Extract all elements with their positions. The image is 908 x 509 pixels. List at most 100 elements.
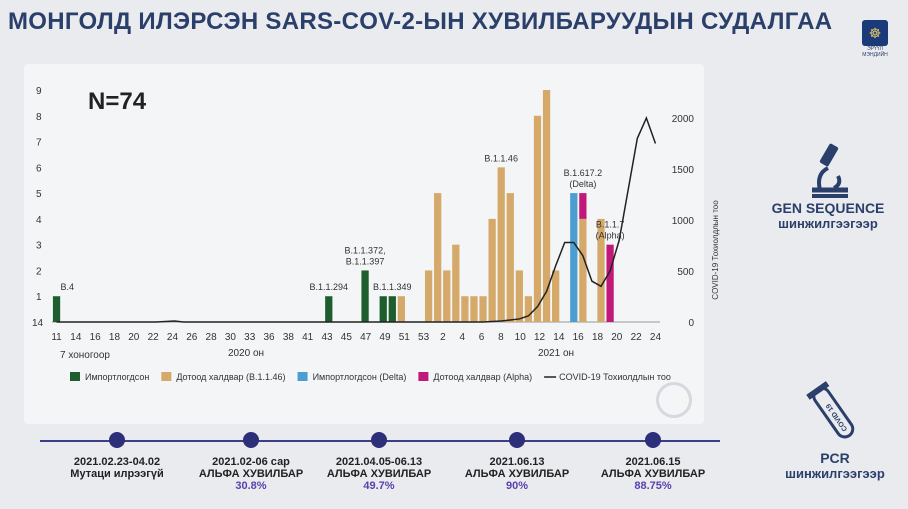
- bar: [497, 167, 505, 322]
- y-tick-label: 8: [36, 112, 42, 123]
- bar-annotation: (Alpha): [596, 231, 625, 241]
- timeline-item: 2021.06.15 АЛЬФА ХУВИЛБАР 88.75%: [588, 432, 718, 492]
- timeline-pct: 88.75%: [634, 480, 672, 492]
- pcr-sub: шинжилгээгээр: [785, 466, 885, 481]
- timeline-pct: 90%: [505, 480, 529, 492]
- y2-axis-label: COVID-19 Тохиолдлын тоо: [711, 200, 720, 300]
- gen-sequence-title: GEN SEQUENCE: [771, 200, 885, 216]
- bar: [479, 296, 487, 322]
- y-tick-label: 2: [36, 266, 42, 277]
- legend-label: Импортлогдсон: [85, 372, 149, 382]
- y-tick-label: 1: [36, 292, 42, 303]
- bar-annotation: B.1.1.372,: [345, 245, 386, 255]
- bar-annotation: B.4: [61, 282, 75, 292]
- y-tick-label: 3: [36, 241, 42, 252]
- y2-tick-label: 0: [688, 318, 694, 329]
- x-tick-label: 16: [90, 332, 102, 343]
- gen-sequence-block: GEN SEQUENCE шинжилгээгээр: [758, 140, 898, 231]
- bar-annotation: B.1.1.349: [373, 282, 412, 292]
- timeline-item: 2021.02.23-04.02 Мутаци илрээгүй: [52, 432, 182, 480]
- y-tick-label: 9: [36, 86, 42, 97]
- test-tube-icon: COVID 19: [806, 381, 855, 439]
- y2-tick-label: 500: [677, 267, 694, 278]
- bar-annotation: B.1.1.46: [484, 153, 518, 163]
- x-tick-label: 4: [459, 332, 465, 343]
- bar: [470, 296, 478, 322]
- pcr-title: PCR: [820, 450, 850, 466]
- y-base-label: 14: [32, 318, 44, 329]
- bar: [515, 270, 523, 322]
- timeline-dot: [371, 432, 387, 448]
- x-tick-label: 12: [534, 332, 546, 343]
- timeline-item: 2021.02-06 сар АЛЬФА ХУВИЛБАР 30.8%: [186, 432, 316, 492]
- x-axis-label: 7 хоногоор: [60, 350, 110, 361]
- timeline-date: 2021.06.15: [625, 456, 681, 468]
- timeline-date: 2021.06.13: [489, 456, 545, 468]
- timeline-date: 2021.02-06 сар: [212, 456, 290, 468]
- x-tick-label: 18: [109, 332, 121, 343]
- bar: [524, 296, 533, 322]
- x-tick-label: 10: [515, 332, 527, 343]
- bar: [606, 244, 614, 322]
- x-tick-label: 14: [553, 332, 565, 343]
- x-tick-label: 51: [399, 332, 411, 343]
- x-tick-label: 41: [302, 332, 314, 343]
- timeline-desc: АЛЬФА ХУВИЛБАР: [326, 468, 432, 480]
- x-tick-label: 43: [321, 332, 333, 343]
- x-tick-label: 28: [206, 332, 218, 343]
- bar: [579, 193, 587, 219]
- x-tick-label: 53: [418, 332, 430, 343]
- x-tick-label: 24: [167, 332, 179, 343]
- y-tick-label: 5: [36, 189, 42, 200]
- x-tick-label: 20: [128, 332, 140, 343]
- bar: [506, 193, 514, 322]
- x-tick-label: 49: [379, 332, 391, 343]
- bar: [452, 244, 460, 322]
- period-label: 2020 он: [228, 348, 264, 359]
- period-label: 2021 он: [538, 348, 574, 359]
- bar-annotation: B.1.1.7: [596, 220, 625, 230]
- legend-swatch: [70, 372, 80, 381]
- x-tick-label: 30: [225, 332, 237, 343]
- x-tick-label: 47: [360, 332, 372, 343]
- x-tick-label: 16: [573, 332, 585, 343]
- x-tick-label: 2: [440, 332, 446, 343]
- y-tick-label: 7: [36, 138, 42, 149]
- x-tick-label: 24: [650, 332, 662, 343]
- bar: [361, 270, 369, 322]
- timeline-pct: 49.7%: [363, 480, 395, 492]
- bar: [388, 296, 396, 322]
- timeline-item: 2021.04.05-06.13 АЛЬФА ХУВИЛБАР 49.7%: [314, 432, 444, 492]
- legend-swatch: [418, 372, 429, 381]
- cases-line: [56, 115, 657, 323]
- gen-sequence-sub: шинжилгээгээр: [778, 216, 878, 231]
- bar: [597, 218, 605, 322]
- x-tick-label: 11: [51, 332, 62, 343]
- x-tick-label: 20: [611, 332, 623, 343]
- timeline-pct: 30.8%: [235, 480, 267, 492]
- x-tick-label: 38: [283, 332, 295, 343]
- bar: [325, 296, 333, 322]
- timeline-desc: Мутаци илрээгүй: [70, 468, 164, 480]
- bar: [434, 193, 442, 322]
- x-tick-label: 26: [186, 332, 198, 343]
- x-tick-label: 33: [244, 332, 256, 343]
- timeline-desc: АЛЬФА ХУВИЛБАР: [198, 468, 304, 480]
- y2-tick-label: 2000: [672, 114, 695, 125]
- bar-annotation: B.1.617.2: [564, 168, 603, 178]
- bar: [579, 218, 587, 322]
- soyombo-icon: ☸: [862, 20, 888, 46]
- bar: [461, 296, 469, 322]
- decorative-ring: [656, 382, 692, 418]
- bar-annotation: B.1.1.397: [346, 256, 385, 266]
- y2-tick-label: 1500: [672, 165, 695, 176]
- bar: [443, 270, 451, 322]
- bar: [424, 270, 433, 322]
- chart-panel: [24, 64, 704, 424]
- timeline-dot: [509, 432, 525, 448]
- x-tick-label: 8: [498, 332, 504, 343]
- legend-swatch: [297, 372, 308, 381]
- timeline-date: 2021.02.23-04.02: [73, 456, 161, 468]
- bar: [379, 296, 387, 322]
- ministry-logo: ☸ ЭРҮҮЛ МЭНДИЙН: [856, 20, 894, 60]
